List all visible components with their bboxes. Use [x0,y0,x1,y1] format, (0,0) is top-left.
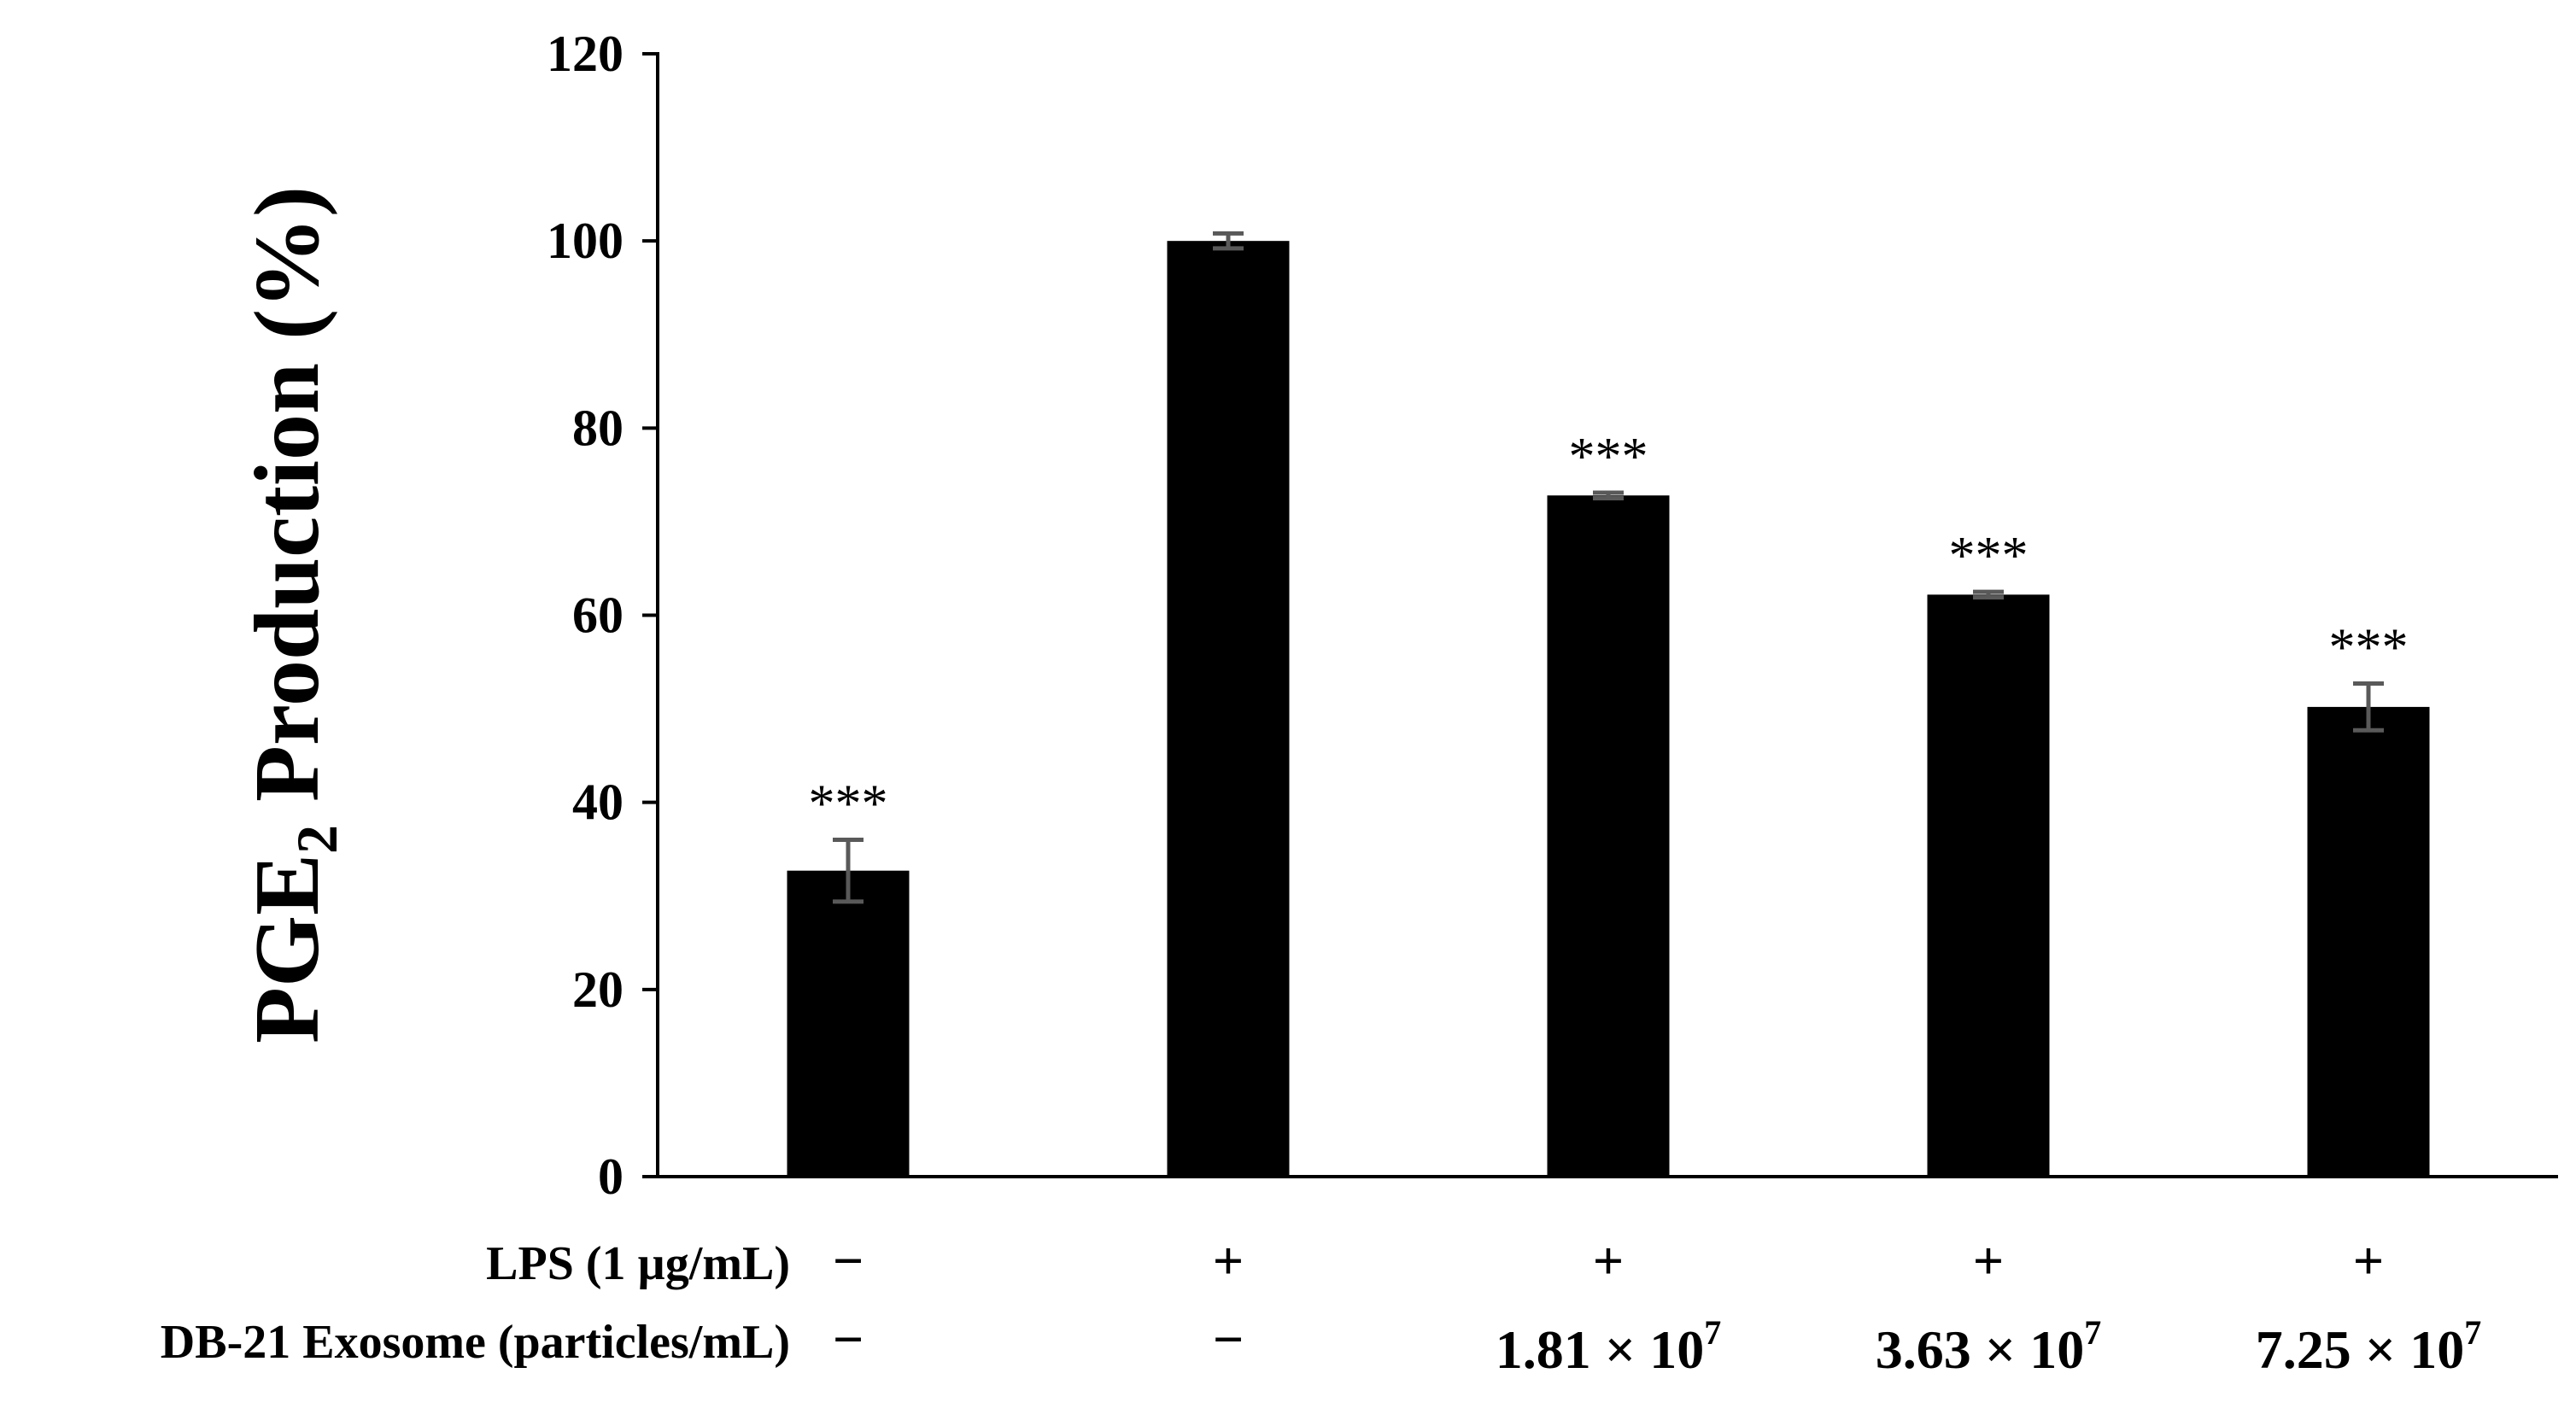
treatment-cell-value: − [833,1309,864,1370]
significance-markers: *** *** *** *** [809,428,2409,833]
axes: 0 20 40 60 80 100 120 [547,26,2558,1205]
treatment-cell-value: − [1213,1309,1244,1370]
treatment-cell-value: + [1973,1230,2004,1291]
y-tick-label: 20 [572,961,624,1018]
treatment-cell: 7.25 × 107 [2256,1313,2481,1380]
treatment-row-label: LPS (1 µg/mL) [486,1237,790,1290]
treatment-cell: + [1593,1230,1624,1291]
treatment-cell-value: − [833,1230,864,1291]
treatment-cell-value: + [1593,1230,1624,1291]
treatment-cell: − [833,1230,864,1291]
bar [1927,594,2050,1177]
treatment-cell-exponent: 7 [2464,1313,2481,1352]
treatment-cell: + [1213,1230,1244,1291]
treatment-cell: + [2353,1230,2384,1291]
y-axis-title-group: PGE2 Production (%) [237,186,349,1043]
y-tick-label: 80 [572,400,624,456]
bar [1167,241,1290,1177]
y-tick-label: 60 [572,587,624,644]
treatment-cell: 1.81 × 107 [1496,1313,1721,1380]
significance-label: *** [1569,428,1648,486]
treatment-cell: + [1973,1230,2004,1291]
bar [1547,495,1670,1177]
y-tick-label: 120 [547,26,624,82]
significance-label: *** [809,775,888,833]
treatment-cell-value: 3.63 × 10 [1876,1319,2084,1380]
y-axis-title-subscript: 2 [284,825,349,854]
bars [787,241,2430,1177]
treatment-cell-value: + [2353,1230,2384,1291]
y-axis-title-main: PGE [237,854,338,1043]
y-axis-title: PGE2 Production (%) [237,186,349,1043]
treatment-table: LPS (1 µg/mL) − + + + +DB-21 Exosome (particl… [161,1230,2481,1380]
error-bars [833,231,2384,904]
significance-label: *** [2329,618,2409,676]
bar [787,870,910,1177]
treatment-cell-exponent: 7 [1704,1313,1721,1352]
bar [2307,706,2430,1177]
y-tick-label: 40 [572,774,624,831]
y-axis-title-rest: Production (%) [237,186,338,825]
significance-label: *** [1949,527,2029,585]
treatment-cell: − [1213,1309,1244,1370]
y-tick-label: 100 [547,213,624,269]
treatment-cell: 3.63 × 107 [1876,1313,2101,1380]
treatment-cell-value: + [1213,1230,1244,1291]
y-tick-label: 0 [598,1148,624,1205]
treatment-cell-value: 1.81 × 10 [1496,1319,1704,1380]
treatment-cell-value: 7.25 × 10 [2256,1319,2464,1380]
treatment-row-label: DB-21 Exosome (particles/mL) [161,1316,790,1369]
treatment-cell: − [833,1309,864,1370]
treatment-cell-exponent: 7 [2084,1313,2101,1352]
